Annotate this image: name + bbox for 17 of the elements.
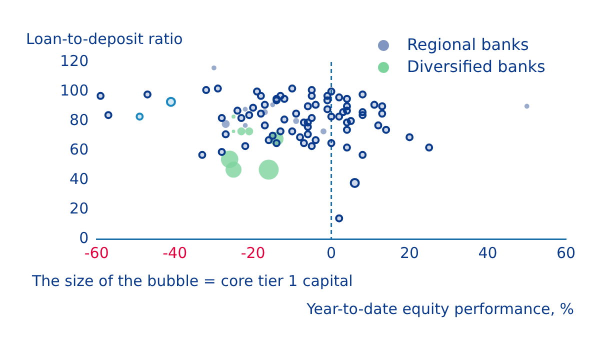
x-tick-label: -40 [162,244,188,262]
y-tick-label: 100 [60,81,89,100]
legend-label: Regional banks [407,34,529,56]
x-tick-label: 0 [326,244,336,262]
legend-label: Diversified banks [407,56,546,78]
x-tick-label: 60 [556,244,576,262]
y-tick-label: 40 [70,170,89,188]
x-axis-title: Year-to-date equity performance, % [306,300,574,318]
y-axis-title: Loan-to-deposit ratio [26,30,183,48]
y-tick-label: 20 [70,199,89,218]
x-tick-label: -20 [240,244,266,262]
y-tick-label: 120 [60,52,89,70]
y-tick-label: 60 [70,140,89,158]
y-tick-label: 80 [70,110,89,129]
x-tick-label: 20 [400,244,420,262]
x-tick-label: 40 [478,244,498,262]
text: The size of the bubble = core tier 1 capital [32,272,353,290]
